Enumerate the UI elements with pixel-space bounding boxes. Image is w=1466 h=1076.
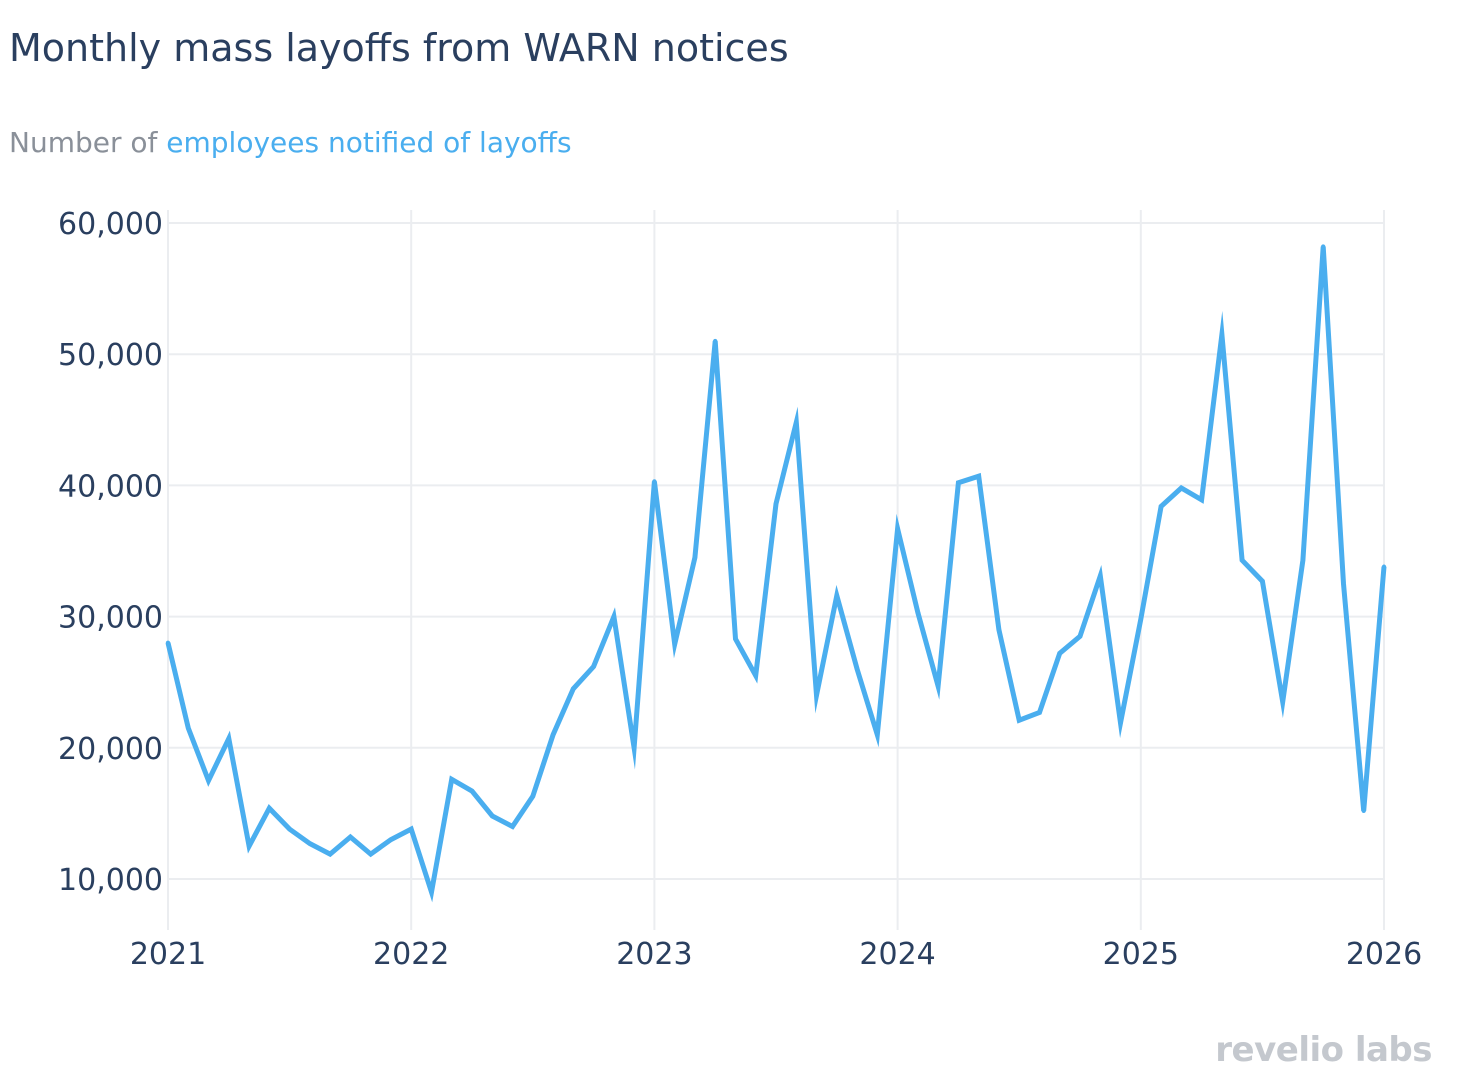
- data-point: [996, 627, 1002, 632]
- data-point: [1300, 557, 1306, 563]
- data-point: [206, 778, 211, 783]
- data-point: [469, 788, 475, 794]
- x-tick-label: 2023: [616, 937, 692, 972]
- data-point: [1199, 497, 1204, 503]
- x-tick-label: 2025: [1103, 937, 1179, 972]
- revelio-labs-logo: revelio labs: [1215, 1030, 1432, 1070]
- chart-subtitle: Number of employees notified of layoffs: [9, 126, 572, 159]
- data-point: [1361, 808, 1366, 813]
- data-point: [1118, 720, 1123, 726]
- y-tick-label: 50,000: [58, 338, 163, 373]
- y-tick-label: 40,000: [58, 469, 163, 504]
- data-point: [409, 826, 414, 832]
- data-point: [591, 664, 596, 669]
- series-line: [165, 246, 1387, 903]
- x-tick-label: 2022: [373, 937, 449, 972]
- data-point: [429, 889, 434, 895]
- y-axis-ticks: 10,000 20,000 30,000 40,000 50,000 60,000: [58, 207, 163, 898]
- data-point: [348, 834, 353, 840]
- data-point: [267, 805, 272, 811]
- data-point: [1037, 710, 1042, 715]
- data-point: [1280, 699, 1285, 705]
- data-point: [956, 480, 961, 485]
- data-point: [1158, 504, 1164, 509]
- data-point: [368, 851, 373, 857]
- data-point: [713, 338, 718, 344]
- data-point: [1321, 244, 1326, 249]
- data-point: [1239, 557, 1245, 563]
- data-point: [794, 420, 799, 425]
- y-tick-label: 20,000: [58, 732, 163, 767]
- data-point: [1057, 651, 1062, 656]
- data-point: [510, 824, 515, 829]
- y-tick-label: 30,000: [58, 601, 163, 636]
- data-point: [246, 844, 252, 849]
- data-point: [307, 841, 313, 846]
- data-point: [530, 794, 535, 799]
- data-point: [388, 837, 394, 842]
- data-point: [287, 826, 292, 832]
- data-point: [571, 686, 576, 691]
- series-layer: [165, 244, 1387, 903]
- data-point: [1381, 564, 1387, 569]
- data-point: [327, 851, 333, 857]
- data-point: [226, 736, 231, 741]
- data-point: [875, 732, 880, 737]
- data-point: [165, 640, 171, 646]
- data-point: [631, 745, 637, 750]
- data-point: [611, 614, 617, 619]
- data-point: [550, 732, 556, 737]
- data-point: [1260, 578, 1265, 584]
- subtitle-series-label: employees notified of layoffs: [166, 126, 572, 159]
- data-point: [976, 474, 981, 479]
- data-point: [753, 673, 758, 678]
- data-point: [814, 693, 819, 698]
- y-tick-label: 60,000: [58, 207, 163, 242]
- data-point: [1138, 617, 1144, 622]
- x-axis-ticks: 2021 2022 2023 2024 2025 2026: [130, 937, 1422, 972]
- chart-title: Monthly mass layoffs from WARN notices: [9, 26, 789, 70]
- data-point: [834, 593, 839, 598]
- data-point: [895, 526, 900, 531]
- data-point: [935, 683, 941, 689]
- data-point: [672, 641, 677, 647]
- data-point: [692, 555, 698, 560]
- data-point: [733, 636, 738, 642]
- data-point: [490, 813, 495, 819]
- x-tick-label: 2024: [859, 937, 935, 972]
- data-point: [773, 501, 779, 506]
- data-point: [1017, 718, 1022, 723]
- data-point: [1341, 581, 1346, 586]
- data-point: [1219, 332, 1225, 337]
- data-point: [854, 666, 860, 672]
- data-point: [915, 610, 921, 615]
- data-point: [1077, 634, 1083, 639]
- data-point: [1179, 485, 1184, 491]
- subtitle-prefix: Number of: [9, 126, 158, 159]
- x-tick-label: 2026: [1346, 937, 1422, 972]
- grid-lines: [167, 210, 1385, 930]
- data-point: [652, 479, 657, 484]
- data-point: [1098, 573, 1103, 579]
- data-point: [186, 725, 191, 731]
- x-tick-label: 2021: [130, 937, 206, 972]
- y-tick-label: 10,000: [58, 863, 163, 898]
- data-point: [449, 777, 454, 782]
